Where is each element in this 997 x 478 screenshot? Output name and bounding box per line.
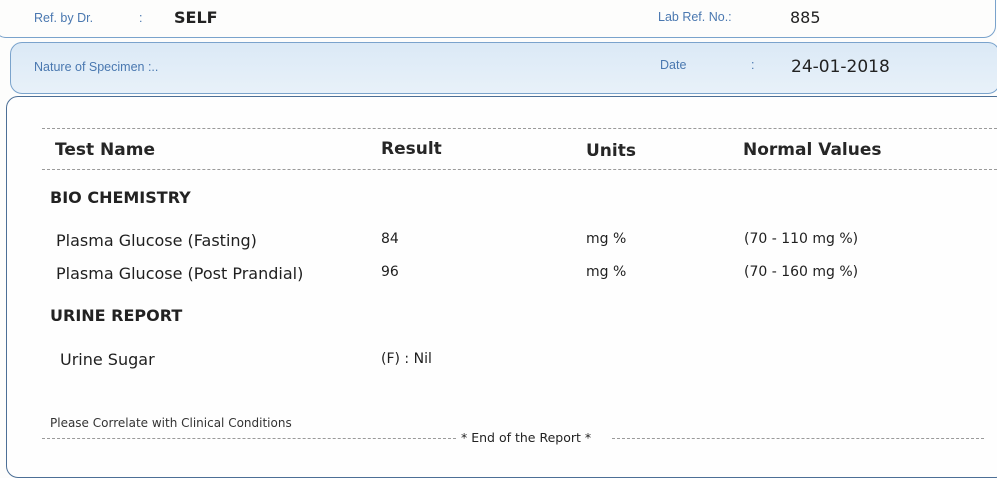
test-units: mg % [586,264,627,280]
clinical-note: Please Correlate with Clinical Condition… [50,416,292,430]
ref-by-separator: : [139,11,143,25]
date-separator: : [751,58,755,72]
ref-by-value: SELF [174,8,218,27]
specimen-box [10,42,997,94]
column-header-test-name: Test Name [55,140,155,160]
column-header-result: Result [381,139,442,159]
lab-ref-value: 885 [790,8,821,27]
test-name: Urine Sugar [60,350,155,369]
lab-ref-label: Lab Ref. No.: [658,10,732,24]
end-rule-left [42,438,456,439]
test-name: Plasma Glucose (Fasting) [56,231,257,250]
end-of-report: * End of the Report * [461,430,592,445]
referral-box [0,0,996,38]
test-result: 84 [381,231,399,247]
ref-by-label: Ref. by Dr. [34,11,94,25]
test-result: (F) : Nil [381,351,432,367]
column-header-units: Units [586,141,636,161]
date-value: 24-01-2018 [791,57,890,77]
test-name: Plasma Glucose (Post Prandial) [56,264,304,283]
table-top-rule [42,128,997,129]
test-normal-values: (70 - 110 mg %) [744,231,859,247]
report-body-box [6,96,997,478]
column-header-normal-values: Normal Values [743,140,882,160]
table-header-rule [42,169,997,170]
end-rule-right [612,438,984,439]
specimen-label: Nature of Specimen :.. [34,60,159,74]
test-result: 96 [381,264,399,280]
date-label: Date [660,58,687,72]
section-title-bio-chemistry: BIO CHEMISTRY [50,188,191,207]
section-title-urine-report: URINE REPORT [50,306,183,325]
test-units: mg % [586,231,627,247]
test-normal-values: (70 - 160 mg %) [744,264,859,280]
